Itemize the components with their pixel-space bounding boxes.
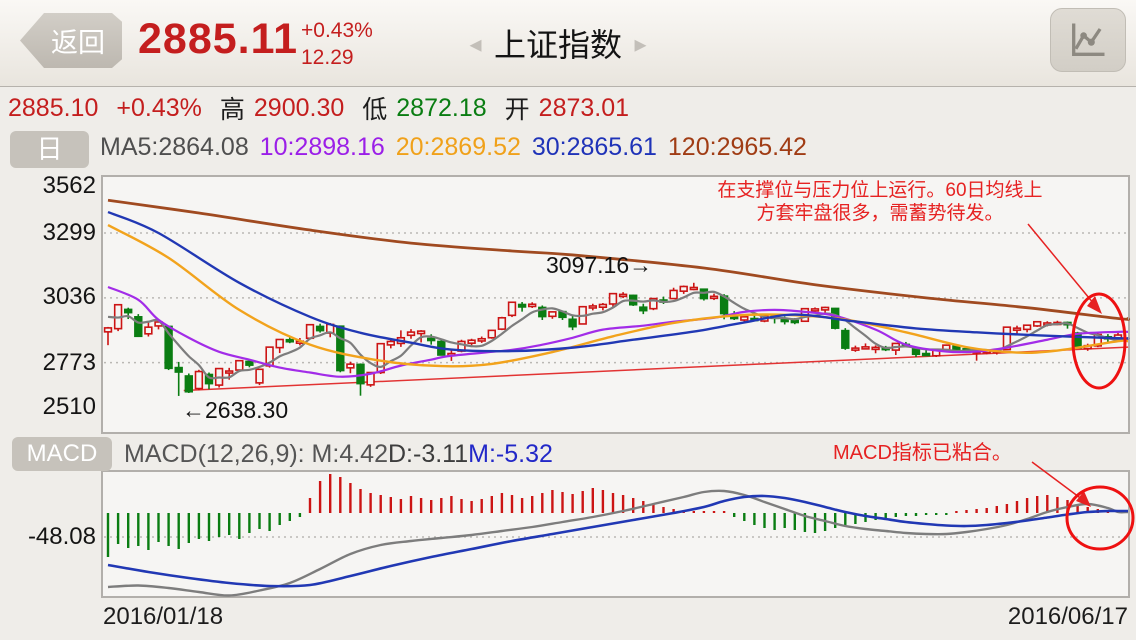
ma20-value: 20:2869.52 bbox=[395, 133, 521, 161]
macd-y-axis-label: -48.08 bbox=[27, 523, 96, 550]
dif-line bbox=[107, 489, 1129, 597]
ma20-line bbox=[107, 224, 1129, 368]
back-button-label: 返回 bbox=[51, 28, 105, 58]
x-axis-start-date: 2016/01/18 bbox=[103, 603, 224, 630]
support-trend-line bbox=[183, 346, 1129, 392]
ma10-line bbox=[107, 285, 1129, 378]
macd-highlight-ellipse bbox=[1065, 485, 1135, 551]
ma30-value: 30:2865.61 bbox=[531, 133, 657, 161]
macd-formula: MACD(12,26,9): M:4.42 bbox=[124, 440, 388, 468]
chart-mode-button[interactable] bbox=[1050, 8, 1126, 72]
y-axis-label: 3299 bbox=[42, 219, 96, 246]
y-axis-label: 2510 bbox=[42, 393, 96, 420]
header-bar: 返回 2885.11 +0.43% 12.29 ◂ 上证指数 ▸ bbox=[0, 0, 1136, 87]
back-button[interactable]: 返回 bbox=[20, 13, 122, 68]
peak-price-label: 3097.16→ bbox=[546, 252, 653, 278]
dea-line bbox=[107, 494, 1128, 588]
ma120-value: 120:2965.42 bbox=[667, 133, 807, 161]
y-axis-label: 2773 bbox=[42, 349, 96, 376]
analyst-note-line2: 方套牢盘很多，需蓄势待发。 bbox=[756, 203, 1004, 224]
macd-legend-row: MACD(12,26,9): M:4.42D:-3.11M:-5.32 bbox=[124, 440, 553, 469]
kline-highlight-ellipse bbox=[1071, 292, 1127, 390]
title-area: ◂ 上证指数 ▸ bbox=[398, 20, 718, 66]
ma5-line bbox=[107, 290, 1129, 380]
quote-price: 2885.10 bbox=[8, 93, 99, 122]
macd-panel bbox=[101, 470, 1130, 598]
low-price-label: ←2638.30 bbox=[182, 397, 289, 423]
y-axis-label: 3036 bbox=[42, 283, 96, 310]
quote-high: 2900.30 bbox=[253, 93, 345, 122]
change-percent: +0.43% bbox=[301, 19, 373, 42]
ma10-value: 10:2898.16 bbox=[259, 133, 385, 161]
change-amount: 12.29 bbox=[301, 46, 354, 69]
ma120-line bbox=[107, 198, 1131, 321]
macd-dea-value: D:-3.11 bbox=[388, 440, 469, 468]
quote-high-label: 高 bbox=[219, 96, 245, 124]
indicator-button-macd[interactable]: MACD bbox=[12, 437, 112, 471]
quote-low: 2872.18 bbox=[396, 93, 487, 122]
quote-stats-row: 2885.10 +0.43% 高 2900.30 低 2872.18 开 287… bbox=[8, 92, 647, 125]
macd-m-value: M:-5.32 bbox=[468, 440, 553, 468]
macd-note: MACD指标已粘合。 bbox=[833, 442, 1012, 464]
quote-open: 2873.01 bbox=[538, 93, 630, 122]
price-change-block: +0.43% 12.29 bbox=[301, 17, 373, 71]
ma-legend-row: MA5:2864.08 10:2898.16 20:2869.52 30:286… bbox=[100, 133, 811, 162]
analyst-note-line1: 在支撑位与压力位上运行。60日均线上 bbox=[717, 180, 1043, 201]
ma30-line bbox=[107, 210, 1130, 353]
macd-note-arrowhead-icon bbox=[1076, 491, 1091, 507]
ma5-value: MA5:2864.08 bbox=[100, 133, 249, 161]
current-price: 2885.11 bbox=[138, 15, 299, 63]
annotation-marks bbox=[1027, 223, 1135, 551]
quote-percent: +0.43% bbox=[116, 93, 202, 122]
quote-low-label: 低 bbox=[362, 96, 388, 124]
line-chart-icon bbox=[1072, 23, 1105, 56]
kline-note-arrowhead-icon bbox=[1087, 296, 1102, 314]
macd-note-arrow-line bbox=[1031, 461, 1084, 501]
prev-stock-arrow-icon[interactable]: ◂ bbox=[469, 31, 482, 58]
y-axis-label: 3562 bbox=[42, 172, 96, 199]
kline-note-arrow-line bbox=[1027, 223, 1095, 305]
quote-open-label: 开 bbox=[504, 96, 530, 124]
next-stock-arrow-icon[interactable]: ▸ bbox=[634, 31, 647, 58]
period-button-day[interactable]: 日 bbox=[10, 131, 89, 168]
analyst-note: 在支撑位与压力位上运行。60日均线上 方套牢盘很多，需蓄势待发。 bbox=[640, 179, 1120, 225]
page-title: 上证指数 bbox=[493, 27, 622, 63]
x-axis-end-date: 2016/06/17 bbox=[1007, 603, 1128, 630]
